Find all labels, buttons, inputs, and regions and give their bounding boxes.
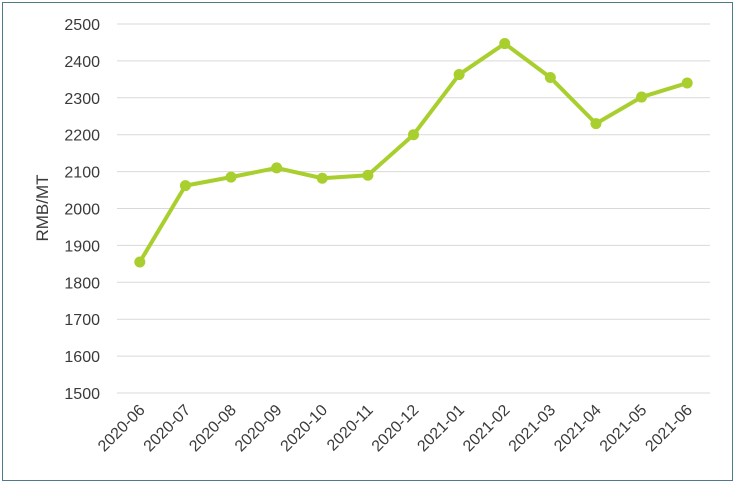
- data-point: [544, 72, 556, 84]
- x-tick-label: 2021-04: [551, 402, 605, 456]
- y-tick-label: 2100: [64, 165, 100, 182]
- y-tick-label: 2300: [64, 91, 100, 108]
- y-tick-label: 1500: [64, 386, 100, 403]
- series-line: [137, 41, 690, 265]
- data-point: [408, 129, 419, 141]
- x-tick-label: 2020-12: [369, 402, 423, 456]
- data-point: [134, 256, 146, 268]
- y-tick-label: 1800: [64, 275, 100, 292]
- data-point: [225, 171, 237, 183]
- x-axis-ticks: 2020-062020-072020-082020-092020-102020-…: [95, 402, 696, 456]
- series-layer: [134, 38, 693, 268]
- chart-frame: [2, 2, 733, 481]
- data-point: [271, 162, 283, 174]
- x-tick-label: 2021-06: [642, 402, 696, 456]
- data-point: [453, 69, 465, 81]
- y-tick-label: 2400: [64, 54, 100, 71]
- y-tick-label: 2200: [64, 128, 100, 145]
- data-point: [179, 180, 191, 192]
- x-tick-label: 2020-09: [232, 402, 286, 456]
- data-point: [316, 172, 328, 184]
- x-tick-label: 2020-10: [278, 402, 332, 456]
- y-axis-ticks: 1500 1600 1700 1800 1900 2000 2100 2200 2300 2400…: [64, 17, 100, 403]
- x-tick-label: 2020-11: [324, 402, 377, 455]
- data-point: [681, 77, 693, 89]
- gridlines: [117, 23, 710, 394]
- data-point: [362, 169, 374, 181]
- x-tick-label: 2021-02: [460, 402, 514, 456]
- data-point: [636, 91, 648, 103]
- y-tick-label: 1700: [64, 312, 100, 329]
- y-tick-label: 1600: [64, 349, 100, 366]
- x-tick-label: 2020-06: [95, 402, 149, 456]
- data-point: [590, 118, 602, 130]
- data-point: [499, 38, 511, 50]
- y-tick-label: 2500: [64, 17, 100, 34]
- x-tick-label: 2021-01: [414, 402, 468, 456]
- x-tick-label: 2020-08: [186, 402, 240, 456]
- x-tick-label: 2020-07: [141, 402, 195, 456]
- y-tick-label: 1900: [64, 238, 100, 255]
- y-axis-title: RMB/MT: [33, 174, 52, 241]
- x-tick-label: 2021-03: [506, 402, 560, 456]
- x-tick-label: 2021-05: [597, 402, 651, 456]
- y-tick-label: 2000: [64, 202, 100, 219]
